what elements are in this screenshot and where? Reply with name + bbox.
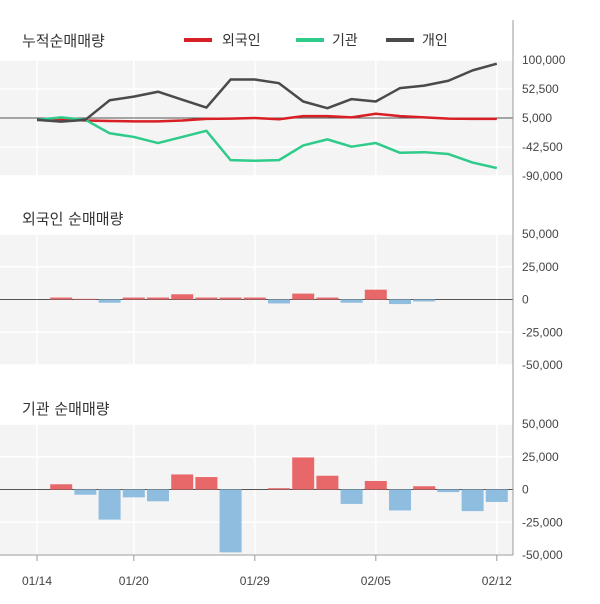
panel-institution-y-axis: 50,000 25,000 0 -25,000 -50,000 (522, 417, 563, 562)
x-tick-label: 01/14 (22, 574, 52, 588)
bar (98, 299, 121, 303)
y-tick-label: 50,000 (522, 227, 559, 241)
bar (292, 293, 315, 300)
bar (171, 294, 194, 300)
x-tick-label: 02/12 (482, 574, 512, 588)
panel-cumulative-y-axis: 100,000 52,500 5,000 -42,500 -90,000 (522, 53, 566, 183)
bar (219, 489, 242, 553)
y-tick-label: -25,000 (522, 325, 563, 339)
bar (413, 486, 436, 490)
y-tick-label: 50,000 (522, 417, 559, 431)
y-tick-label: 25,000 (522, 260, 559, 274)
y-tick-label: 100,000 (522, 53, 566, 67)
bar (461, 489, 484, 512)
bar (219, 297, 242, 300)
bar (147, 489, 169, 502)
panel-cumulative-series (36, 62, 498, 170)
bar (316, 297, 339, 300)
y-tick-label: 0 (522, 483, 529, 497)
panel-institution-bars (50, 457, 508, 553)
bar (340, 489, 363, 504)
bar (316, 475, 339, 490)
series-line-institution (36, 116, 498, 170)
series-line-foreign (36, 112, 497, 123)
panel-cumulative-title: 누적순매매량 (22, 32, 105, 50)
bar (122, 489, 145, 498)
bar (437, 489, 460, 493)
bar (147, 297, 169, 300)
bar (50, 484, 73, 490)
bar (74, 489, 97, 495)
legend-institution-label: 기관 (332, 33, 358, 49)
bar (268, 488, 290, 490)
bar (171, 474, 194, 490)
y-tick-label: -25,000 (522, 515, 563, 529)
x-axis: 01/14 01/20 01/29 02/05 02/12 (0, 554, 513, 588)
panel-foreign-grid (0, 233, 513, 366)
y-tick-label: 25,000 (522, 450, 559, 464)
bar (122, 297, 145, 300)
bar (268, 299, 290, 304)
x-tick-label: 01/20 (119, 574, 149, 588)
bar (389, 299, 411, 305)
bar (195, 297, 218, 300)
bar (389, 489, 411, 511)
panel-institution-title: 기관 순매매량 (22, 400, 110, 418)
x-tick-label: 02/05 (361, 574, 391, 588)
bar (485, 489, 508, 502)
bar (364, 480, 387, 490)
bar (98, 489, 121, 520)
legend-foreign-label: 외국인 (222, 33, 261, 49)
y-tick-label: 52,500 (522, 82, 559, 96)
bar (195, 477, 218, 490)
bar (243, 297, 266, 300)
y-tick-label: -90,000 (522, 169, 563, 183)
bar (413, 299, 436, 302)
x-tick-label: 01/29 (240, 574, 270, 588)
y-tick-label: -50,000 (522, 548, 563, 562)
series-line-individual (36, 62, 498, 123)
y-tick-label: -42,500 (522, 140, 563, 154)
panel-foreign-bars (50, 289, 436, 305)
bar (340, 299, 363, 303)
legend-individual-label: 개인 (422, 33, 448, 49)
bar (50, 297, 73, 300)
y-tick-label: 0 (522, 293, 529, 307)
bar (292, 457, 315, 490)
panel-foreign-title: 외국인 순매매량 (22, 210, 124, 228)
panel-foreign-y-axis: 50,000 25,000 0 -25,000 -50,000 (522, 227, 563, 372)
bar (74, 298, 97, 300)
y-tick-label: 5,000 (522, 111, 552, 125)
bar (364, 289, 387, 300)
legend: 외국인 기관 개인 (184, 33, 448, 49)
y-tick-label: -50,000 (522, 358, 563, 372)
